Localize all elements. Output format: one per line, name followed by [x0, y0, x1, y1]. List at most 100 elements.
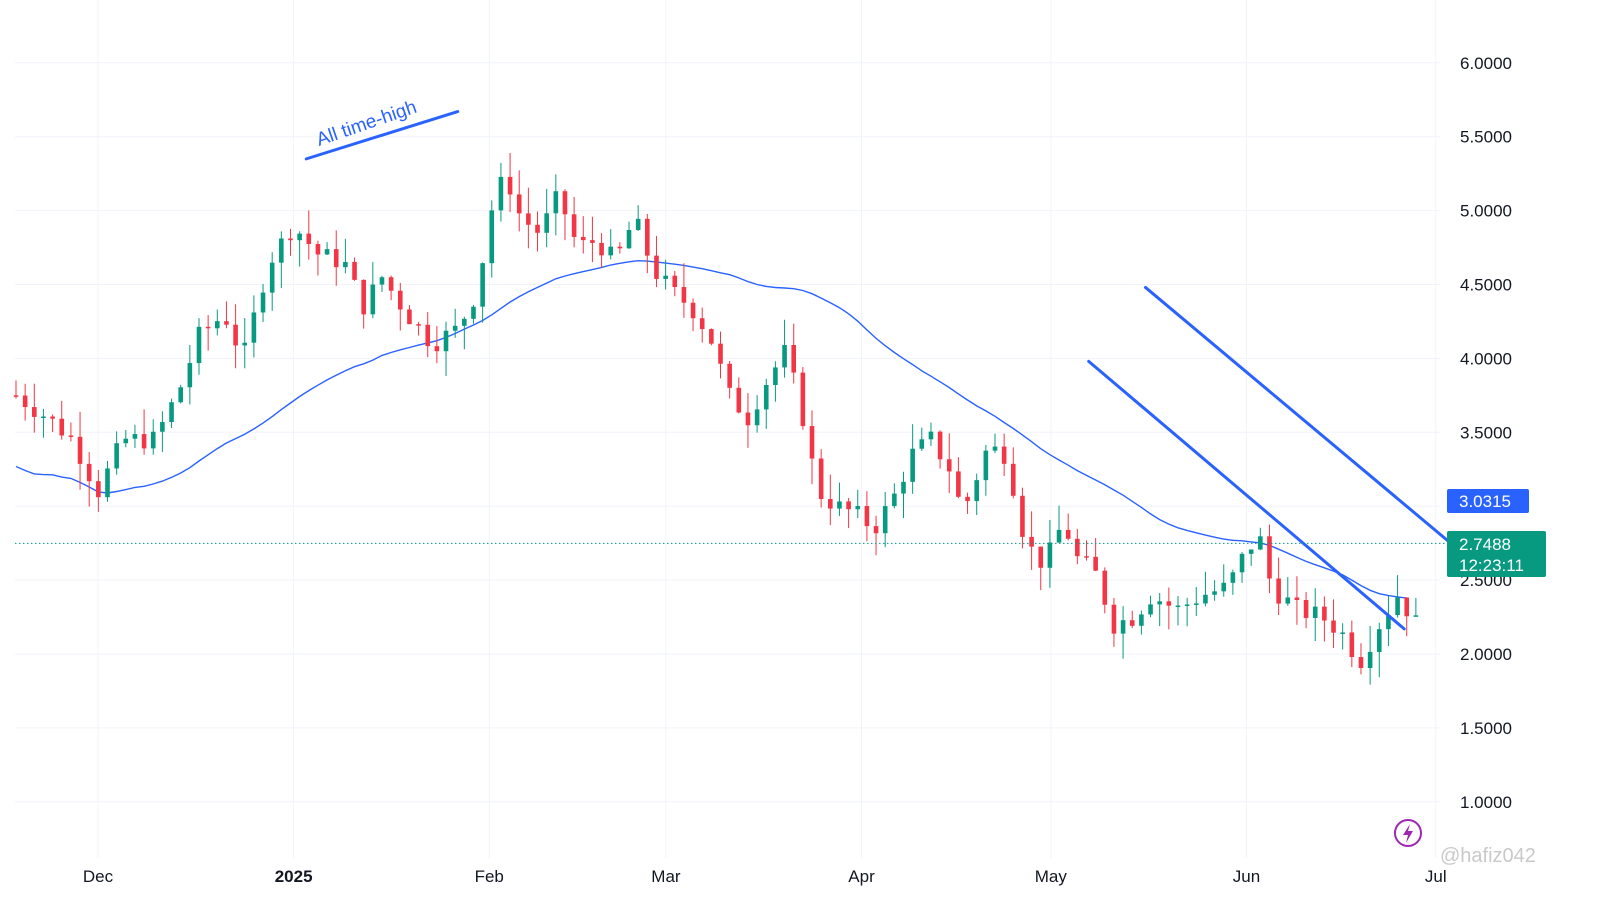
candle-down [809, 426, 815, 459]
candle-up [1193, 603, 1199, 605]
candle-up [443, 330, 449, 352]
y-tick-label: 4.0000 [1460, 349, 1512, 368]
candle-up [837, 501, 842, 509]
candle-up [754, 409, 760, 426]
candle-up [553, 191, 559, 214]
y-tick-label: 5.0000 [1460, 202, 1512, 221]
candle-down [141, 434, 147, 449]
candle-up [1157, 601, 1162, 605]
candle-down [690, 302, 696, 319]
candle-up [1248, 549, 1254, 554]
candle-down [1303, 600, 1309, 618]
candle-down [434, 346, 440, 352]
last-price-badge[interactable]: 2.7488 12:23:11 [1447, 531, 1546, 577]
candle-up [480, 263, 485, 307]
candle-up [242, 342, 248, 346]
candle-up [498, 176, 504, 211]
candle-up [1056, 529, 1062, 543]
ma-badge-bg [1447, 489, 1529, 513]
candle-down [846, 501, 851, 510]
candle-up [919, 439, 925, 449]
candle-down [1029, 536, 1034, 547]
candle-up [297, 233, 302, 241]
candle-up [169, 402, 174, 423]
candle-down [1038, 546, 1044, 568]
x-tick-label: Jul [1425, 867, 1447, 886]
candle-down [599, 242, 604, 256]
candle-down [1349, 632, 1355, 658]
candle-up [608, 246, 614, 256]
candle-up [1230, 572, 1236, 583]
moving-average-line [15, 259, 1407, 599]
candle-down [407, 309, 412, 325]
channel-lower-trendline[interactable] [1087, 359, 1406, 631]
candle-up [901, 481, 906, 494]
candle-down [617, 246, 623, 249]
candle-down [535, 224, 540, 233]
candle-down [425, 324, 431, 347]
candle-down [1276, 578, 1281, 604]
candle-up [1148, 604, 1153, 615]
candle-down [956, 471, 961, 497]
y-axis: 6.00005.50005.00004.50004.00003.50002.50… [1460, 54, 1512, 812]
x-tick-label: Dec [83, 867, 114, 886]
candle-down [1358, 657, 1364, 669]
y-tick-label: 5.5000 [1460, 128, 1512, 147]
candle-down [86, 463, 92, 482]
candle-up [279, 238, 284, 263]
candle-down [352, 261, 357, 280]
candle-up [1212, 591, 1217, 595]
candle-up [187, 363, 193, 388]
candle-up [1367, 651, 1373, 669]
candle-down [205, 326, 211, 329]
candle-down [736, 387, 742, 413]
candle-down [681, 287, 687, 303]
ath-trendline[interactable] [304, 110, 460, 161]
candle-up [114, 443, 119, 469]
candle-down [1166, 601, 1172, 606]
candle-down [571, 214, 577, 237]
candle-up [855, 506, 861, 510]
candle-down [727, 363, 732, 388]
x-tick-label: 2025 [275, 867, 313, 886]
candle-down [13, 395, 19, 397]
candle-down [864, 506, 870, 527]
candle-down [699, 318, 705, 330]
candle-down [50, 416, 55, 419]
channel-upper-trendline[interactable] [1143, 285, 1476, 564]
lightning-icon[interactable] [1394, 819, 1422, 847]
candle-up [910, 448, 915, 482]
candle-up [379, 277, 385, 285]
candle-down [288, 238, 293, 241]
candle-down [800, 372, 806, 427]
last-price-text: 2.7488 [1459, 535, 1511, 554]
candle-down [306, 233, 312, 245]
candle-down [745, 412, 751, 426]
candle-down [333, 249, 339, 268]
candle-down [937, 431, 943, 460]
candle-down [1075, 538, 1080, 557]
candle-up [178, 387, 183, 403]
candle-down [1294, 597, 1300, 601]
candle-up [635, 218, 641, 230]
watermark-text: @hafiz042 [1440, 845, 1536, 867]
candle-down [397, 290, 403, 310]
candle-up [251, 312, 257, 343]
candle-down [59, 418, 65, 436]
candle-up [132, 434, 138, 439]
candle-up [150, 431, 156, 449]
candle-up [1312, 606, 1318, 618]
candle-down [1111, 604, 1117, 634]
candle-down [873, 526, 879, 534]
candle-down [1001, 446, 1007, 464]
candle-up [471, 306, 476, 319]
candle-down [1331, 620, 1336, 633]
candle-up [1175, 605, 1181, 608]
candle-up [983, 450, 989, 481]
x-tick-label: Mar [651, 867, 681, 886]
candle-up [105, 468, 110, 498]
y-tick-label: 2.0000 [1460, 645, 1512, 664]
candle-up [992, 446, 998, 451]
candle-up [489, 210, 495, 264]
